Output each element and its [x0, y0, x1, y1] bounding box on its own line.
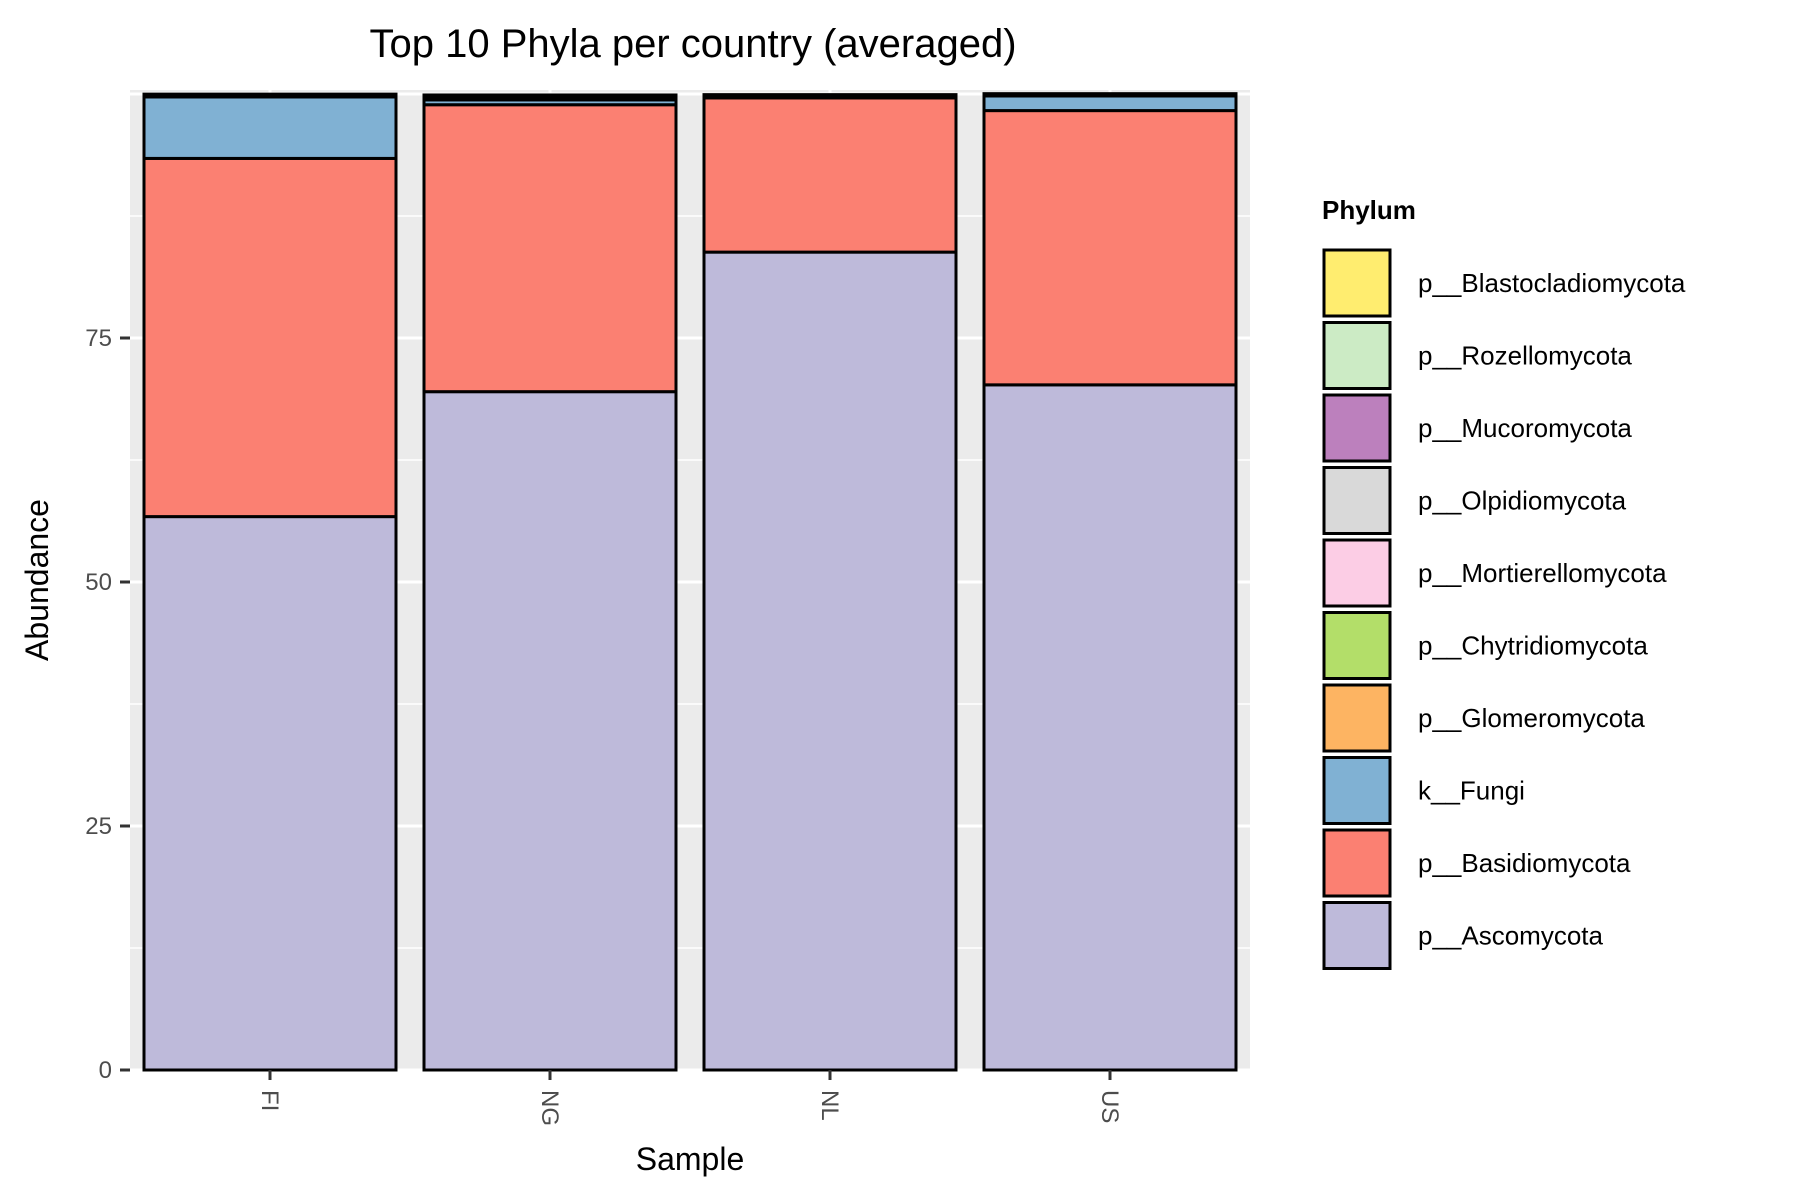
legend-label: p__Blastocladiomycota [1418, 268, 1686, 298]
x-axis-title: Sample [636, 1141, 745, 1177]
legend-key [1322, 393, 1392, 463]
legend: Phylum p__Blastocladiomycota p__Rozellomy… [1322, 195, 1686, 970]
legend-key [1322, 756, 1392, 825]
bar-segment-NL-p__Ascomycota [702, 250, 958, 1072]
legend-label: p__Ascomycota [1418, 921, 1604, 951]
legend-key [1322, 321, 1392, 390]
bar-segment-NL-p__Basidiomycota [702, 96, 958, 254]
legend-label: p__Chytridiomycota [1418, 631, 1648, 661]
x-tick-label: FI [256, 1090, 283, 1111]
bar-segment-US-p__Ascomycota [982, 383, 1238, 1072]
y-tick-label: 25 [85, 813, 112, 840]
x-axis: FI NG NL US [256, 1070, 1123, 1126]
legend-items: p__Blastocladiomycota p__Rozellomycota p__… [1322, 248, 1686, 970]
legend-key [1322, 466, 1392, 535]
legend-key [1322, 828, 1392, 898]
bar-segment-FI-k__Fungi [142, 95, 398, 160]
bar-segment-US-p__Basidiomycota [982, 109, 1238, 387]
legend-key [1322, 538, 1392, 608]
x-tick-label: NG [536, 1090, 563, 1126]
bar-segment-US-k__Fungi [982, 94, 1238, 113]
bar-segment-NG-p__Ascomycota [422, 390, 678, 1072]
legend-label: p__Rozellomycota [1418, 341, 1632, 371]
x-tick-label: US [1096, 1090, 1123, 1123]
legend-label: p__Mucoromycota [1418, 413, 1632, 443]
legend-key [1322, 683, 1392, 753]
legend-label: p__Glomeromycota [1418, 703, 1645, 733]
legend-key [1322, 901, 1392, 970]
bar-segment-NG-p__Basidiomycota [422, 103, 678, 394]
y-axis: 0 25 50 75 [85, 325, 130, 1084]
legend-label: k__Fungi [1418, 776, 1525, 806]
y-tick-label: 50 [85, 569, 112, 596]
legend-key [1322, 611, 1392, 680]
y-tick-label: 75 [85, 325, 112, 352]
legend-label: p__Basidiomycota [1418, 848, 1631, 878]
legend-label: p__Mortierellomycota [1418, 558, 1667, 588]
legend-label: p__Olpidiomycota [1418, 486, 1627, 516]
x-tick-label: NL [816, 1090, 843, 1121]
bar-segments [142, 92, 1238, 1072]
y-axis-title: Abundance [19, 499, 55, 661]
bar-segment-FI-p__Ascomycota [142, 515, 398, 1072]
bar-segment-FI-p__Basidiomycota [142, 156, 398, 519]
chart-title: Top 10 Phyla per country (averaged) [369, 22, 1016, 66]
legend-title: Phylum [1322, 195, 1416, 225]
legend-key [1322, 248, 1392, 318]
y-tick-label: 0 [99, 1057, 112, 1084]
